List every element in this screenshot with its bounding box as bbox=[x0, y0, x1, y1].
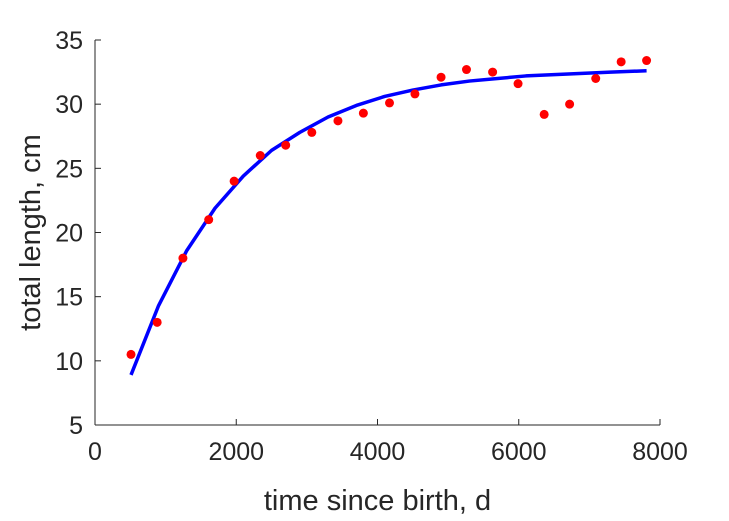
y-tick-label: 15 bbox=[55, 284, 83, 312]
data-point bbox=[333, 116, 343, 126]
data-point bbox=[255, 151, 265, 160]
x-axis-label: time since birth, d bbox=[264, 485, 491, 517]
data-point bbox=[152, 317, 162, 327]
y-tick-label: 10 bbox=[55, 348, 83, 376]
y-tick-label: 5 bbox=[69, 412, 83, 440]
data-point bbox=[229, 176, 239, 186]
x-tick-label: 6000 bbox=[491, 438, 547, 466]
data-point bbox=[488, 67, 498, 77]
y-ticks: 5 10 15 20 25 30 35 bbox=[55, 27, 101, 440]
y-tick-label: 20 bbox=[55, 220, 83, 248]
y-tick-label: 35 bbox=[55, 27, 83, 55]
data-point bbox=[461, 65, 471, 75]
y-tick-label: 30 bbox=[55, 91, 83, 119]
data-point bbox=[178, 253, 188, 263]
data-point bbox=[281, 140, 291, 150]
data-point bbox=[410, 89, 420, 99]
y-axis-label: total length, cm bbox=[15, 134, 47, 331]
data-point bbox=[358, 108, 368, 118]
data-point bbox=[385, 98, 395, 108]
x-tick-label: 4000 bbox=[350, 438, 406, 466]
y-tick-label: 25 bbox=[55, 155, 83, 183]
data-point bbox=[565, 99, 575, 109]
x-tick-label: 0 bbox=[88, 438, 102, 466]
data-point bbox=[204, 215, 214, 225]
x-tick-label: 8000 bbox=[632, 438, 688, 466]
data-point bbox=[616, 57, 626, 67]
data-point bbox=[642, 56, 652, 66]
fit-curve-line bbox=[129, 69, 647, 376]
data-point bbox=[539, 109, 549, 119]
fit-curves bbox=[129, 69, 647, 376]
data-point bbox=[591, 74, 601, 83]
data-point bbox=[307, 127, 317, 137]
data-point bbox=[126, 349, 136, 359]
x-tick-label: 2000 bbox=[208, 438, 264, 466]
data-point bbox=[513, 79, 523, 89]
x-ticks: 0 2000 4000 6000 8000 bbox=[88, 419, 688, 466]
data-point bbox=[436, 72, 446, 82]
data-points bbox=[126, 56, 652, 359]
